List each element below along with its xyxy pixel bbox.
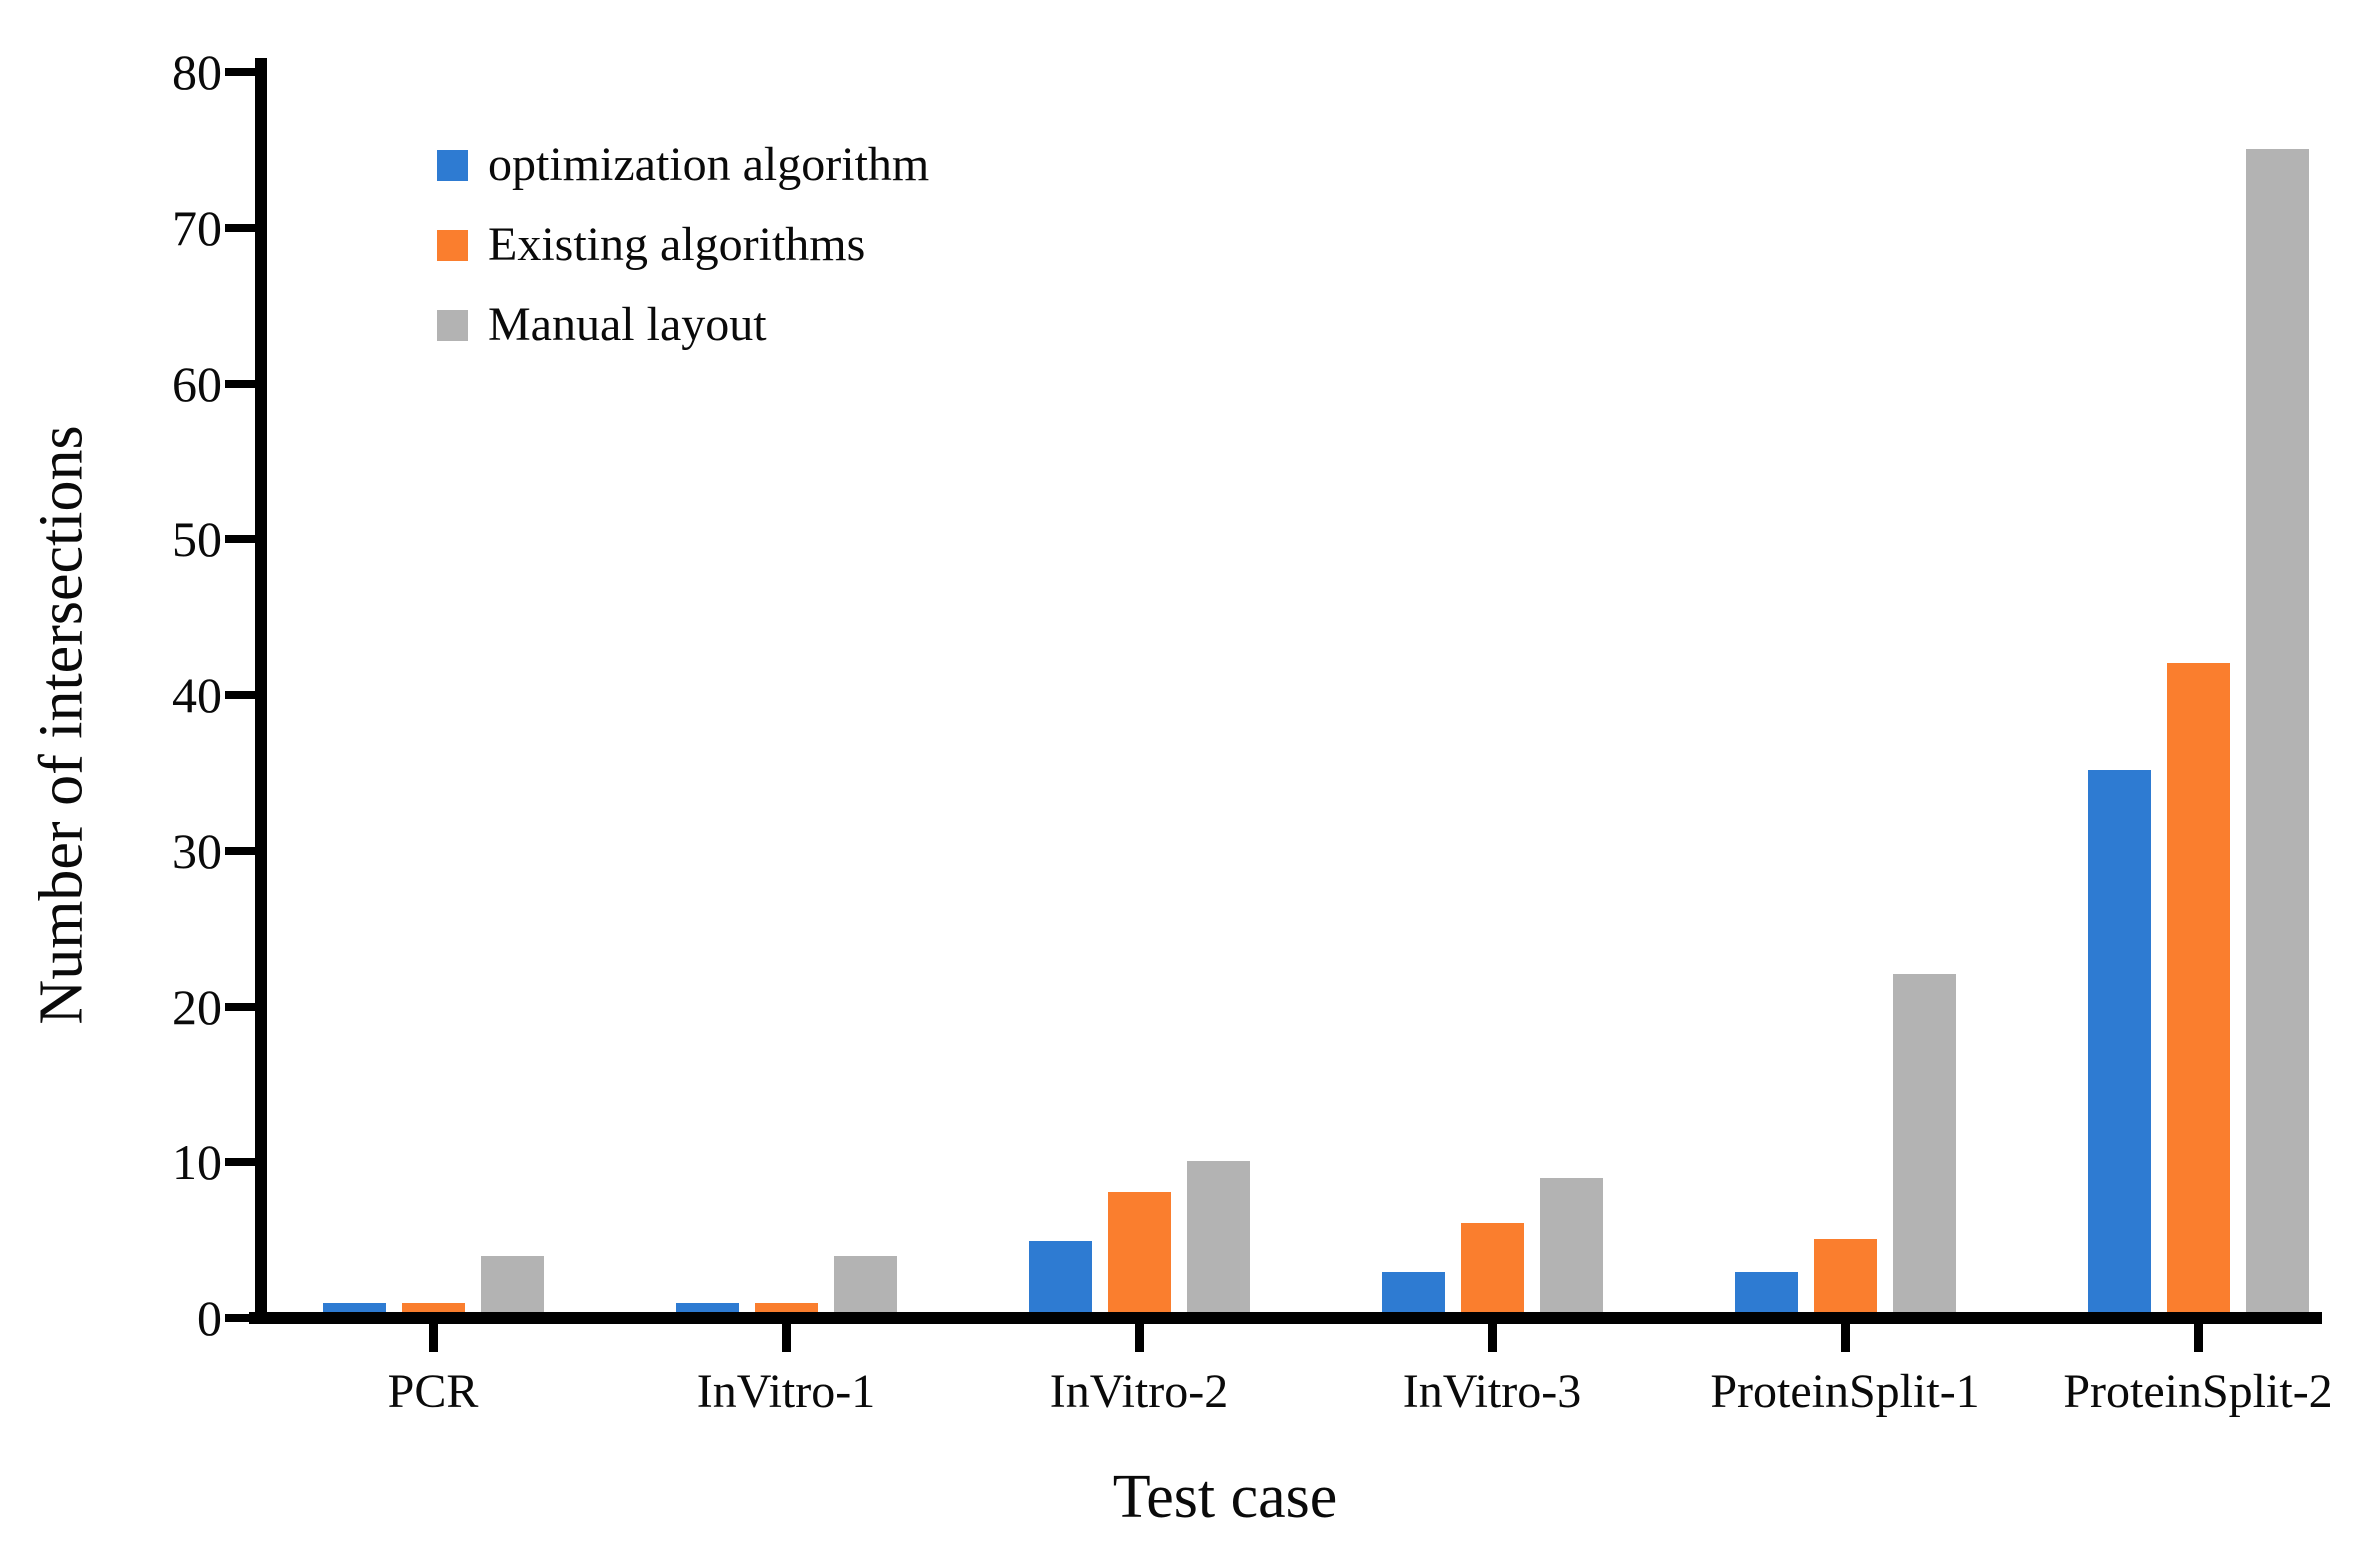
- y-tick: [225, 68, 255, 76]
- legend-row: Manual layout: [437, 301, 767, 349]
- legend-label: Manual layout: [488, 298, 767, 351]
- bar: [480, 1256, 544, 1320]
- y-tick: [225, 1314, 255, 1322]
- y-tick: [225, 379, 255, 388]
- bar: [2245, 148, 2309, 1320]
- x-tick: [1840, 1324, 1850, 1352]
- y-tick: [225, 535, 255, 544]
- x-tick: [1487, 1324, 1497, 1352]
- y-tick-label: 40: [172, 667, 222, 723]
- x-tick: [428, 1324, 438, 1352]
- x-tick-label: PCR: [387, 1365, 479, 1418]
- y-tick-label: 10: [172, 1134, 222, 1191]
- x-tick: [781, 1324, 791, 1352]
- bar: [1460, 1223, 1524, 1320]
- legend-label: Existing algorithms: [488, 218, 866, 271]
- legend-swatch: [437, 149, 468, 181]
- x-tick: [1134, 1324, 1144, 1352]
- legend-row: Existing algorithms: [437, 221, 865, 269]
- y-tick-label: 30: [172, 822, 222, 879]
- bar: [1734, 1271, 1798, 1320]
- legend-row: optimization algorithm: [437, 141, 929, 189]
- legend-label: optimization algorithm: [488, 138, 930, 191]
- y-tick-label: 80: [172, 44, 222, 100]
- bar: [2166, 662, 2230, 1320]
- x-tick: [2193, 1324, 2203, 1352]
- y-tick: [225, 1158, 255, 1167]
- x-tick-label: InVitro-1: [696, 1365, 876, 1418]
- x-axis-line: [249, 1312, 2322, 1324]
- x-tick-label: InVitro-3: [1402, 1365, 1582, 1418]
- bar: [1381, 1271, 1445, 1320]
- y-tick-label: 60: [172, 355, 222, 412]
- bar: [1539, 1178, 1603, 1320]
- y-tick-label: 0: [197, 1290, 222, 1346]
- y-tick-label: 50: [172, 511, 222, 568]
- bar: [1107, 1192, 1171, 1320]
- x-axis-title: Test case: [1112, 1463, 1338, 1531]
- legend-swatch: [437, 309, 468, 341]
- bar: [1813, 1239, 1877, 1320]
- bar: [1892, 974, 1956, 1320]
- bar: [1186, 1161, 1250, 1320]
- y-tick: [225, 1002, 255, 1011]
- y-tick: [225, 691, 255, 699]
- x-tick-label: ProteinSplit-2: [2063, 1365, 2333, 1418]
- bar: [2087, 770, 2151, 1320]
- bar: [833, 1256, 897, 1320]
- y-tick-label: 70: [172, 199, 222, 256]
- legend-swatch: [437, 229, 468, 261]
- y-tick: [225, 223, 255, 232]
- x-tick-label: ProteinSplit-1: [1710, 1365, 1980, 1418]
- y-tick-label: 20: [172, 978, 222, 1035]
- bar: [1028, 1240, 1092, 1320]
- x-tick-label: InVitro-2: [1049, 1365, 1229, 1418]
- y-axis-line: [255, 58, 267, 1324]
- y-tick: [225, 846, 255, 855]
